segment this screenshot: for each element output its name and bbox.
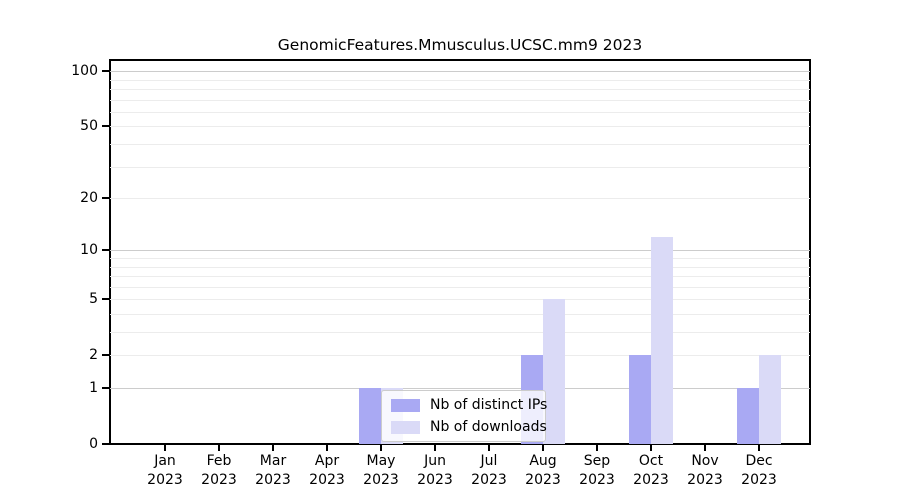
x-tick-label-nov: Nov 2023 bbox=[687, 453, 723, 488]
minor-gridline bbox=[110, 166, 810, 168]
minor-gridline bbox=[110, 99, 810, 101]
y-tick-label: 50 bbox=[80, 118, 98, 135]
legend: Nb of distinct IPs Nb of downloads bbox=[381, 390, 548, 442]
minor-gridline bbox=[110, 286, 810, 288]
chart-title: GenomicFeatures.Mmusculus.UCSC.mm9 2023 bbox=[277, 36, 643, 54]
legend-row: Nb of distinct IPs bbox=[382, 396, 548, 415]
y-tick-mark bbox=[102, 443, 109, 445]
legend-swatch-distinct-ips bbox=[391, 398, 420, 412]
legend-row: Nb of downloads bbox=[382, 418, 547, 437]
x-tick-mark bbox=[650, 445, 652, 451]
y-tick-mark bbox=[102, 70, 109, 73]
x-tick-label-may: May 2023 bbox=[363, 453, 399, 488]
axis-spine-top bbox=[109, 59, 811, 61]
x-tick-mark bbox=[164, 445, 166, 451]
major-gridline bbox=[110, 388, 810, 389]
plot-area: Nb of distinct IPs Nb of downloads bbox=[110, 60, 810, 444]
x-tick-label-sep: Sep 2023 bbox=[579, 453, 615, 488]
minor-gridline bbox=[110, 332, 810, 334]
minor-gridline bbox=[110, 144, 810, 146]
x-tick-mark bbox=[596, 445, 598, 451]
legend-label-downloads: Nb of downloads bbox=[430, 419, 547, 435]
minor-gridline bbox=[110, 276, 810, 278]
legend-label-distinct-ips: Nb of distinct IPs bbox=[430, 397, 548, 413]
y-tick-mark bbox=[102, 298, 109, 301]
y-tick-mark bbox=[102, 354, 109, 357]
x-tick-mark bbox=[218, 445, 220, 451]
bar-downloads-oct bbox=[651, 236, 673, 444]
x-tick-mark bbox=[434, 445, 436, 451]
bar-distinct-ips-oct bbox=[629, 355, 651, 444]
legend-swatch-downloads bbox=[391, 420, 420, 434]
bar-downloads-aug bbox=[543, 299, 565, 444]
y-tick-label: 100 bbox=[71, 63, 98, 80]
y-tick-label: 5 bbox=[89, 291, 98, 308]
x-tick-label-jun: Jun 2023 bbox=[417, 453, 453, 488]
minor-gridline bbox=[110, 126, 810, 128]
x-tick-mark bbox=[488, 445, 490, 451]
axis-spine-right bbox=[809, 59, 811, 445]
y-tick-mark bbox=[102, 197, 109, 200]
minor-gridline bbox=[110, 266, 810, 268]
x-tick-label-feb: Feb 2023 bbox=[201, 453, 237, 488]
x-tick-label-oct: Oct 2023 bbox=[633, 453, 669, 488]
x-tick-label-aug: Aug 2023 bbox=[525, 453, 561, 488]
minor-gridline bbox=[110, 355, 810, 357]
x-tick-mark bbox=[542, 445, 544, 451]
bar-distinct-ips-dec bbox=[737, 388, 759, 444]
bar-downloads-dec bbox=[759, 355, 781, 444]
y-tick-label: 0 bbox=[89, 436, 98, 452]
axis-spine-bottom bbox=[109, 443, 811, 445]
x-tick-mark bbox=[272, 445, 274, 451]
y-tick-label: 10 bbox=[80, 242, 98, 259]
axis-spine-left bbox=[109, 59, 111, 445]
minor-gridline bbox=[110, 313, 810, 315]
x-tick-mark bbox=[326, 445, 328, 451]
minor-gridline bbox=[110, 111, 810, 113]
minor-gridline bbox=[110, 198, 810, 200]
minor-gridline bbox=[110, 299, 810, 301]
y-tick-label: 20 bbox=[80, 190, 98, 207]
major-gridline bbox=[110, 71, 810, 73]
minor-gridline bbox=[110, 89, 810, 91]
bar-distinct-ips-may bbox=[359, 388, 381, 444]
y-tick-mark bbox=[102, 125, 109, 128]
y-tick-mark bbox=[102, 387, 109, 389]
x-tick-label-jul: Jul 2023 bbox=[471, 453, 507, 488]
x-tick-label-apr: Apr 2023 bbox=[309, 453, 345, 488]
major-gridline bbox=[110, 250, 810, 252]
y-tick-mark bbox=[102, 249, 109, 252]
x-tick-label-dec: Dec 2023 bbox=[741, 453, 777, 488]
x-tick-mark bbox=[758, 445, 760, 451]
minor-gridline bbox=[110, 79, 810, 81]
y-tick-label: 1 bbox=[89, 380, 98, 396]
x-tick-mark bbox=[704, 445, 706, 451]
x-tick-label-jan: Jan 2023 bbox=[147, 453, 183, 488]
x-tick-label-mar: Mar 2023 bbox=[255, 453, 291, 488]
minor-gridline bbox=[110, 258, 810, 259]
x-tick-mark bbox=[380, 445, 382, 451]
y-tick-label: 2 bbox=[89, 347, 98, 364]
